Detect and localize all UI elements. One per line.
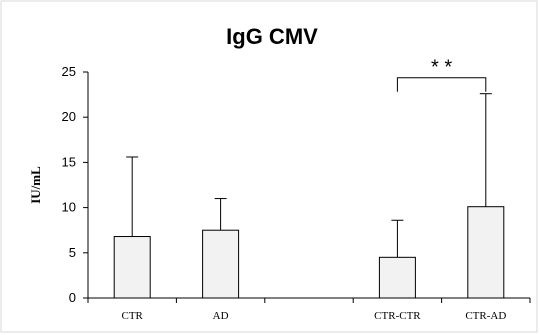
bar-ctr-ad <box>467 206 505 299</box>
y-tick-label: 20 <box>62 109 76 124</box>
y-tick-label: 25 <box>62 64 76 79</box>
y-tick-label: 5 <box>69 245 76 260</box>
x-tick-label: CTR-CTR <box>374 310 421 322</box>
significance-bracket <box>396 77 487 92</box>
x-tick-label: CTR-AD <box>465 310 506 322</box>
x-tick-label: AD <box>213 310 229 322</box>
y-axis-label: IU/mL <box>28 166 43 204</box>
y-tick-label: 15 <box>62 154 76 169</box>
bar-ad <box>202 229 240 299</box>
y-tick-label: 10 <box>62 200 76 215</box>
bar-ctr-ctr <box>378 256 416 299</box>
y-tick-label: 0 <box>69 290 76 305</box>
chart-title: IgG CMV <box>226 24 318 49</box>
bar-ctr <box>113 236 151 299</box>
significance-marker: * * <box>431 57 452 79</box>
plot-area: 0 5 10 15 20 25 CTR AD CTR-CTR CTR-AD * * <box>62 57 531 322</box>
x-tick-label: CTR <box>121 310 143 322</box>
